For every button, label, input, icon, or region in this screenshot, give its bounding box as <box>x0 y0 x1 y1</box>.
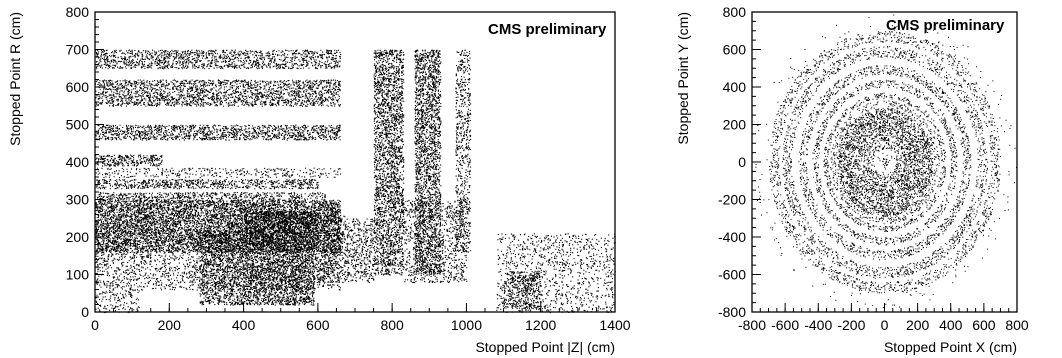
x-tick-label: -600 <box>771 317 799 333</box>
x-tick-label: 0 <box>881 317 889 333</box>
y-tick-label: 200 <box>723 117 747 133</box>
y-tick-label: 400 <box>723 79 747 95</box>
y-tick-label: 0 <box>81 304 89 320</box>
scatter-points-xy <box>755 14 1017 308</box>
y-axis-title-xy: Stopped Point Y (cm) <box>675 12 691 145</box>
y-tick-label: -600 <box>718 267 746 283</box>
y-tick-label: 500 <box>66 117 90 133</box>
x-tick-label: 800 <box>1005 317 1029 333</box>
chart-xy: -800 -600 -400 -200 0 200 400 600 800 -800 -600 -40… <box>675 4 1029 355</box>
y-tick-label: 600 <box>723 42 747 58</box>
x-tick-label: 800 <box>380 317 404 333</box>
y-tick-label: 400 <box>66 154 90 170</box>
y-tick-label: 800 <box>723 4 747 20</box>
y-tick-label: -400 <box>718 229 746 245</box>
y-tick-label: 800 <box>66 4 90 20</box>
x-tick-label: 1000 <box>451 317 482 333</box>
y-tick-label: -800 <box>718 304 746 320</box>
x-tick-label: 0 <box>91 317 99 333</box>
x-tick-label: -400 <box>804 317 832 333</box>
scatter-points-rz <box>95 49 616 314</box>
axis-ticks-xy <box>751 11 1018 313</box>
tick-labels-rz: 0 200 400 600 800 1000 1200 1400 0 100 200 300 400 50… <box>66 4 631 333</box>
scatter-points <box>755 14 1017 308</box>
x-tick-label: 400 <box>939 317 963 333</box>
y-axis-title-rz: Stopped Point R (cm) <box>7 12 23 146</box>
x-axis-title-rz: Stopped Point |Z| (cm) <box>475 339 615 355</box>
chart-rz: 0 200 400 600 800 1000 1200 1400 0 100 200 300 400 50… <box>7 4 631 355</box>
y-tick-label: 700 <box>66 42 90 58</box>
x-tick-label: 600 <box>306 317 330 333</box>
x-tick-label: 1200 <box>525 317 556 333</box>
x-tick-label: 400 <box>232 317 256 333</box>
y-tick-label: 100 <box>66 267 90 283</box>
scatter-points <box>95 49 616 314</box>
x-tick-label: 200 <box>158 317 182 333</box>
x-tick-label: 600 <box>972 317 996 333</box>
y-tick-label: -200 <box>718 192 746 208</box>
x-axis-title-xy: Stopped Point X (cm) <box>884 339 1017 355</box>
y-tick-label: 600 <box>66 79 90 95</box>
x-tick-label: -800 <box>738 317 766 333</box>
cms-preliminary-label-xy: CMS preliminary <box>886 17 1005 34</box>
y-tick-label: 200 <box>66 229 90 245</box>
y-tick-label: 300 <box>66 192 90 208</box>
y-tick-label: 0 <box>738 154 746 170</box>
cms-preliminary-label-rz: CMS preliminary <box>488 21 607 38</box>
x-tick-label: -200 <box>837 317 865 333</box>
x-tick-label: 1400 <box>599 317 630 333</box>
axis-ticks-rz <box>94 11 616 313</box>
tick-labels-xy: -800 -600 -400 -200 0 200 400 600 800 -800 -600 -40… <box>718 4 1029 333</box>
x-tick-label: 200 <box>906 317 930 333</box>
